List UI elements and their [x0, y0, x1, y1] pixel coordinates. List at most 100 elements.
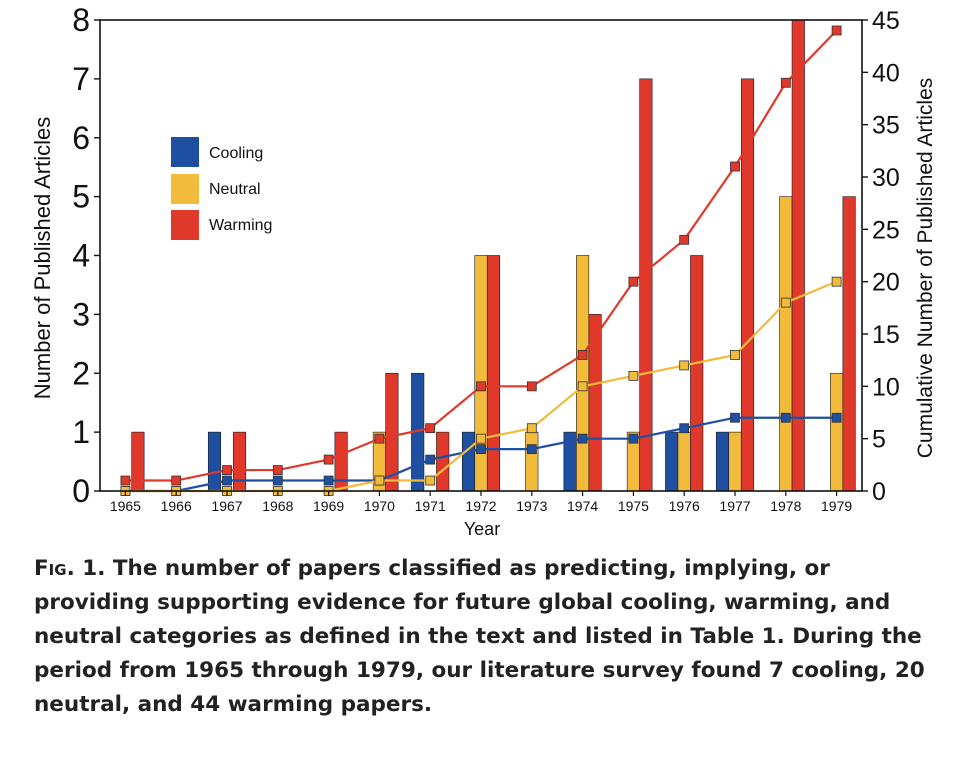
y-tick-label-5: 5 — [72, 179, 90, 215]
bar-warming-1965 — [131, 431, 145, 492]
marker-warming-cumulative-1969 — [323, 454, 334, 465]
x-tick-label-1979: 1979 — [821, 498, 852, 514]
bar-neutral-1974 — [576, 255, 590, 492]
marker-cooling-cumulative-1967 — [222, 475, 232, 486]
y-tick-label-6: 6 — [72, 120, 90, 156]
marker-warming-cumulative-1974 — [577, 350, 588, 360]
marker-warming-cumulative-1973 — [526, 381, 537, 392]
legend-label-warming: Warming — [209, 217, 272, 234]
y2-tick-label-10: 10 — [872, 373, 900, 401]
marker-neutral-cumulative-1974 — [577, 381, 588, 392]
x-tick-label-1978: 1978 — [770, 498, 801, 514]
marker-neutral-cumulative-1972 — [476, 433, 486, 444]
figure-label: Fig. 1. — [34, 556, 106, 581]
y-tick-label-4: 4 — [72, 238, 90, 274]
x-tick-label-1967: 1967 — [211, 498, 242, 514]
marker-cooling-cumulative-1973 — [526, 444, 537, 455]
marker-warming-cumulative-1966 — [171, 475, 182, 486]
x-tick-label-1973: 1973 — [516, 498, 547, 514]
bar-warming-1972 — [486, 255, 501, 492]
marker-cooling-cumulative-1968 — [272, 475, 283, 486]
bar-cooling-1972 — [461, 431, 476, 492]
bar-cooling-1977 — [715, 431, 730, 492]
marker-neutral-cumulative-1973 — [526, 423, 537, 434]
x-tick-label-1974: 1974 — [567, 498, 598, 514]
chart: Number of Published Articles Cumulative … — [30, 2, 937, 539]
y-tick-label-8: 8 — [72, 2, 90, 38]
marker-warming-cumulative-1968 — [272, 465, 283, 475]
marker-warming-cumulative-1970 — [374, 433, 385, 444]
bar-warming-1975 — [639, 78, 653, 492]
bar-neutral-1979 — [830, 372, 844, 492]
x-tick-label-1971: 1971 — [415, 498, 446, 514]
marker-warming-cumulative-1972 — [476, 381, 486, 392]
marker-warming-cumulative-1976 — [679, 234, 690, 245]
marker-neutral-cumulative-1975 — [628, 370, 639, 381]
marker-warming-cumulative-1977 — [730, 161, 740, 172]
x-axis-label: Year — [464, 519, 500, 539]
legend: Cooling Neutral Warming — [171, 137, 272, 240]
x-tick-label-1965: 1965 — [110, 498, 141, 514]
marker-neutral-cumulative-1970 — [374, 475, 385, 486]
bar-neutral-1976 — [677, 431, 691, 492]
marker-neutral-cumulative-1979 — [831, 276, 842, 287]
legend-label-cooling: Cooling — [209, 145, 263, 162]
legend-label-neutral: Neutral — [209, 181, 261, 198]
marker-neutral-cumulative-1971 — [425, 475, 436, 486]
legend-swatch-cooling — [171, 137, 199, 167]
bar-cooling-1976 — [665, 431, 679, 492]
x-tick-label-1969: 1969 — [313, 498, 344, 514]
marker-warming-cumulative-1971 — [425, 423, 436, 434]
caption-text: The number of papers classified as predi… — [34, 556, 925, 717]
bar-warming-1974 — [588, 314, 602, 492]
bar-warming-1971 — [436, 431, 450, 492]
marker-neutral-cumulative-1978 — [780, 297, 791, 308]
marker-warming-cumulative-1978 — [780, 77, 791, 88]
y2-tick-label-20: 20 — [872, 269, 900, 297]
y2-tick-label-30: 30 — [872, 164, 900, 192]
y-tick-label-0: 0 — [72, 473, 90, 509]
y2-tick-label-35: 35 — [872, 112, 900, 140]
legend-swatch-neutral — [171, 174, 199, 204]
marker-warming-cumulative-1979 — [831, 25, 842, 36]
marker-cooling-cumulative-1976 — [679, 423, 690, 434]
x-tick-label-1968: 1968 — [262, 498, 293, 514]
marker-warming-cumulative-1967 — [222, 465, 232, 475]
marker-cooling-cumulative-1972 — [476, 444, 486, 455]
x-tick-label-1977: 1977 — [719, 498, 750, 514]
y2-tick-label-15: 15 — [872, 321, 900, 349]
x-tick-label-1966: 1966 — [161, 498, 192, 514]
x-tick-label-1972: 1972 — [465, 498, 496, 514]
y-axis-label: Number of Published Articles — [30, 117, 55, 399]
bar-warming-1976 — [690, 255, 704, 492]
marker-neutral-cumulative-1976 — [679, 360, 690, 371]
figure-caption: Fig. 1. The number of papers classified … — [34, 552, 934, 722]
marker-cooling-cumulative-1975 — [628, 433, 639, 444]
legend-swatch-warming — [171, 210, 199, 240]
marker-warming-cumulative-1975 — [628, 276, 639, 287]
bar-warming-1979 — [842, 196, 856, 492]
x-tick-label-1970: 1970 — [364, 498, 395, 514]
y-tick-label-1: 1 — [72, 414, 90, 450]
y2-axis-label: Cumulative Number of Published Articles — [914, 78, 937, 459]
marker-warming-cumulative-1965 — [120, 475, 131, 486]
y2-tick-label-5: 5 — [872, 426, 886, 454]
marker-neutral-cumulative-1977 — [730, 350, 740, 360]
marker-cooling-cumulative-1969 — [323, 475, 334, 486]
y2-tick-label-0: 0 — [872, 478, 886, 506]
y2-tick-label-45: 45 — [872, 7, 900, 35]
y2-tick-label-25: 25 — [872, 216, 900, 244]
x-tick-label-1975: 1975 — [618, 498, 649, 514]
marker-cooling-cumulative-1979 — [831, 412, 842, 423]
x-tick-label-1976: 1976 — [669, 498, 700, 514]
marker-cooling-cumulative-1978 — [780, 412, 791, 423]
y-tick-label-7: 7 — [72, 61, 90, 97]
y2-tick-label-40: 40 — [872, 59, 900, 87]
bar-neutral-1978 — [779, 196, 793, 492]
bar-warming-1978 — [791, 19, 805, 492]
bar-warming-1969 — [334, 431, 348, 492]
marker-cooling-cumulative-1971 — [425, 454, 436, 465]
bar-neutral-1972 — [474, 255, 488, 492]
marker-cooling-cumulative-1977 — [730, 412, 740, 423]
y-tick-label-3: 3 — [72, 296, 90, 332]
